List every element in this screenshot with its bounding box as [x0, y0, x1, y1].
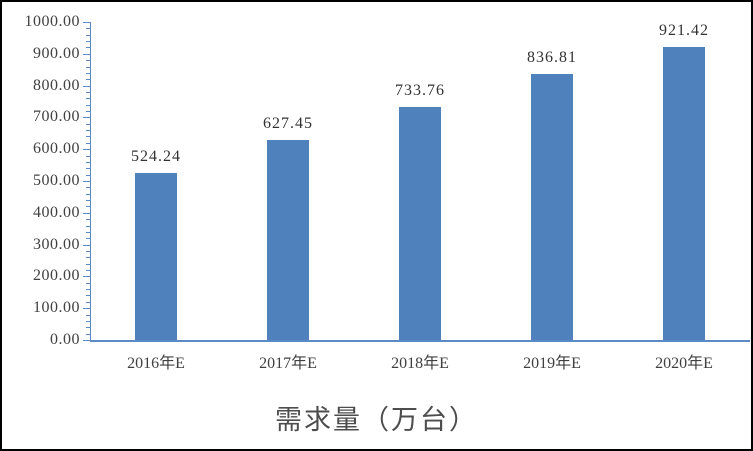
y-minor-tick — [86, 200, 90, 201]
x-axis-category-label: 2017年E — [259, 355, 317, 372]
y-minor-tick — [86, 257, 90, 258]
y-minor-tick — [86, 47, 90, 48]
y-major-tick — [83, 86, 90, 87]
y-major-tick — [83, 181, 90, 182]
y-axis-tick-label: 500.00 — [33, 172, 80, 189]
x-axis-line — [90, 340, 750, 342]
y-minor-tick — [86, 168, 90, 169]
chart-title: 需求量（万台） — [275, 405, 478, 435]
bar-value-label: 921.42 — [659, 22, 709, 39]
y-major-tick — [83, 276, 90, 277]
y-minor-tick — [86, 327, 90, 328]
y-minor-tick — [86, 98, 90, 99]
y-minor-tick — [86, 136, 90, 137]
y-axis-tick-label: 900.00 — [33, 45, 80, 62]
y-minor-tick — [86, 226, 90, 227]
bar-2018年E — [399, 107, 441, 340]
y-minor-tick — [86, 130, 90, 131]
bar-2016年E — [135, 173, 177, 340]
y-minor-tick — [86, 264, 90, 265]
x-axis-category-label: 2019年E — [523, 355, 581, 372]
y-axis-tick-label: 200.00 — [33, 267, 80, 284]
y-minor-tick — [86, 283, 90, 284]
y-axis-tick-label: 1000.00 — [24, 13, 80, 30]
y-minor-tick — [86, 315, 90, 316]
y-minor-tick — [86, 162, 90, 163]
y-minor-tick — [86, 238, 90, 239]
y-minor-tick — [86, 270, 90, 271]
y-axis-tick-label: 0.00 — [50, 331, 80, 348]
y-minor-tick — [86, 194, 90, 195]
y-major-tick — [83, 340, 90, 341]
y-minor-tick — [86, 41, 90, 42]
bar-value-label: 627.45 — [263, 115, 313, 132]
x-axis-category-label: 2018年E — [391, 355, 449, 372]
y-major-tick — [83, 245, 90, 246]
y-minor-tick — [86, 143, 90, 144]
bar-value-label: 836.81 — [527, 49, 577, 66]
y-minor-tick — [86, 105, 90, 106]
y-axis-tick-label: 100.00 — [33, 299, 80, 316]
y-minor-tick — [86, 67, 90, 68]
y-minor-tick — [86, 219, 90, 220]
bar-2020年E — [663, 47, 705, 340]
y-minor-tick — [86, 321, 90, 322]
y-major-tick — [83, 213, 90, 214]
y-major-tick — [83, 54, 90, 55]
y-major-tick — [83, 117, 90, 118]
y-minor-tick — [86, 175, 90, 176]
y-minor-tick — [86, 92, 90, 93]
y-minor-tick — [86, 289, 90, 290]
y-axis-tick-label: 600.00 — [33, 140, 80, 157]
y-minor-tick — [86, 124, 90, 125]
bar-2017年E — [267, 140, 309, 340]
y-minor-tick — [86, 156, 90, 157]
bar-2019年E — [531, 74, 573, 340]
y-major-tick — [83, 149, 90, 150]
y-minor-tick — [86, 28, 90, 29]
bar-value-label: 524.24 — [131, 148, 181, 165]
x-axis-category-label: 2020年E — [655, 355, 713, 372]
bar-value-label: 733.76 — [395, 82, 445, 99]
y-axis-tick-label: 300.00 — [33, 236, 80, 253]
y-minor-tick — [86, 60, 90, 61]
y-minor-tick — [86, 302, 90, 303]
y-minor-tick — [86, 79, 90, 80]
y-minor-tick — [86, 187, 90, 188]
y-axis-tick-label: 400.00 — [33, 204, 80, 221]
y-minor-tick — [86, 295, 90, 296]
y-minor-tick — [86, 232, 90, 233]
y-minor-tick — [86, 35, 90, 36]
x-axis-category-label: 2016年E — [127, 355, 185, 372]
y-major-tick — [83, 308, 90, 309]
y-axis-line — [90, 22, 91, 342]
y-minor-tick — [86, 206, 90, 207]
y-minor-tick — [86, 111, 90, 112]
y-minor-tick — [86, 251, 90, 252]
y-minor-tick — [86, 334, 90, 335]
y-minor-tick — [86, 73, 90, 74]
y-major-tick — [83, 22, 90, 23]
y-axis-tick-label: 800.00 — [33, 77, 80, 94]
y-axis-tick-label: 700.00 — [33, 108, 80, 125]
